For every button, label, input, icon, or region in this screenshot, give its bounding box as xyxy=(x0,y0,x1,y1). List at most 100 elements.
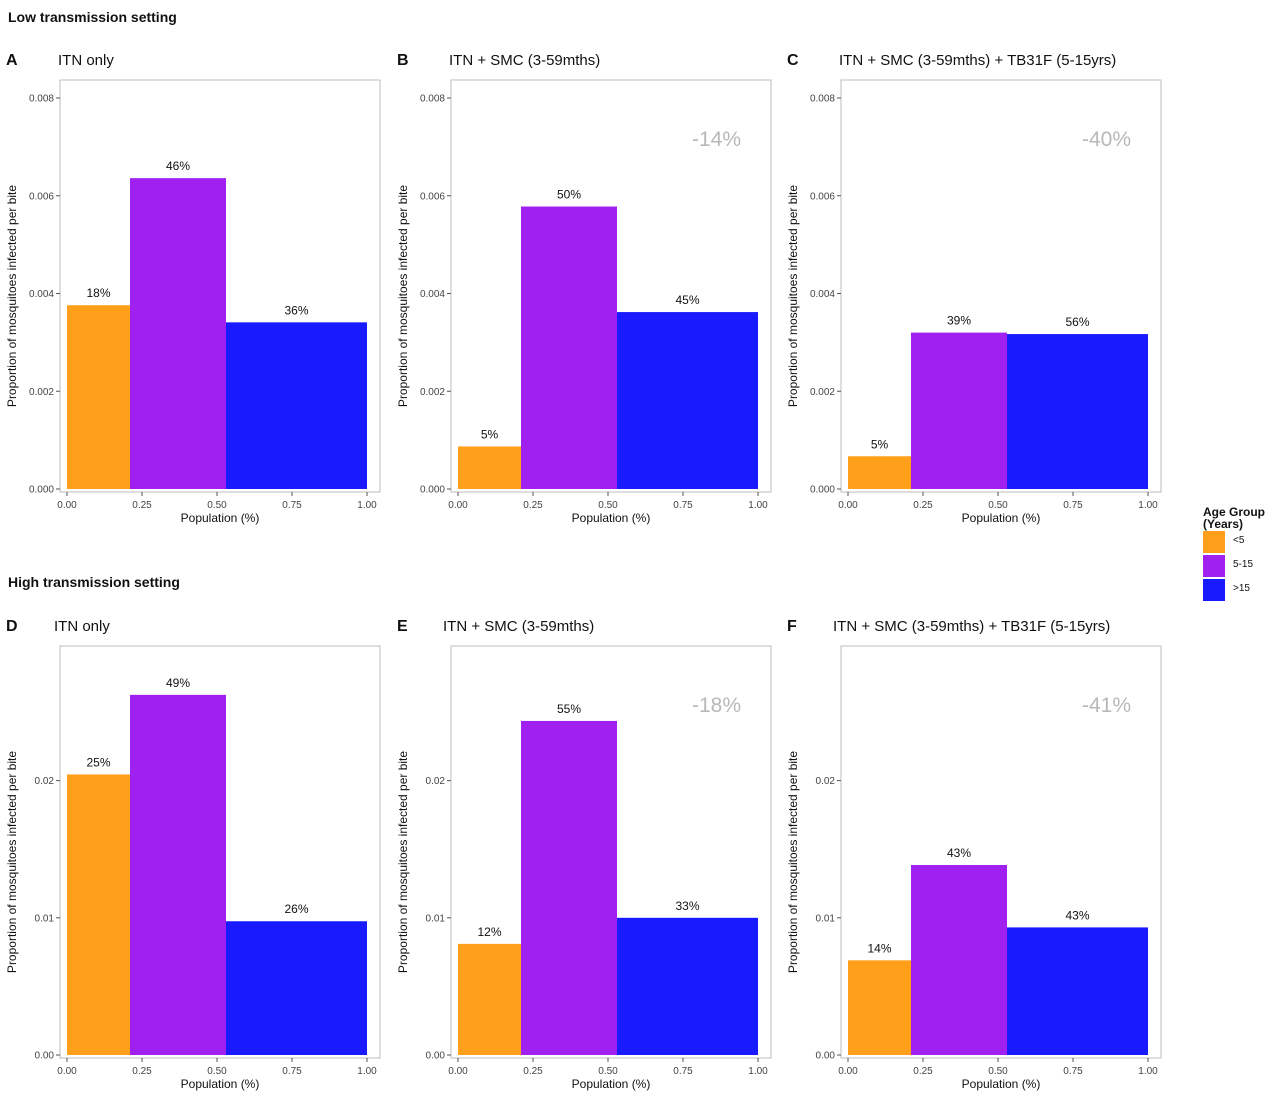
x-tick-label: 0.00 xyxy=(448,1066,468,1077)
panel-letter: E xyxy=(397,618,408,635)
bar xyxy=(911,864,1007,1055)
y-tick-label: 0.02 xyxy=(426,776,446,787)
bar xyxy=(848,456,911,489)
chart-svg: 0.000 0.002 0.004 0.006 0.008 0.00 0.25 0.50 0.7… xyxy=(786,79,1162,525)
x-axis-title: Population (%) xyxy=(181,511,260,525)
y-tick-label: 0.01 xyxy=(35,913,55,924)
panel-title: ITN + SMC (3-59mths) + TB31F (5-15yrs) xyxy=(833,618,1111,635)
legend-label: 5-15 xyxy=(1233,559,1254,570)
panel-letter: C xyxy=(787,52,799,69)
legend-swatch xyxy=(1203,531,1225,553)
x-tick-label: 0.25 xyxy=(523,1066,543,1077)
y-axis-title: Proportion of mosquitoes infected per bi… xyxy=(786,185,800,407)
y-tick-label: 0.000 xyxy=(810,485,835,496)
bar-label: 45% xyxy=(675,293,699,307)
x-axis-title: Population (%) xyxy=(962,511,1041,525)
bar-label: 18% xyxy=(86,286,110,300)
y-tick-label: 0.006 xyxy=(420,191,445,202)
bar-label: 5% xyxy=(481,427,499,441)
bar xyxy=(130,178,226,489)
x-tick-label: 0.00 xyxy=(838,500,858,511)
panel-letter: F xyxy=(787,618,797,635)
bar xyxy=(521,206,617,489)
y-tick-label: 0.01 xyxy=(426,913,446,924)
bar xyxy=(67,305,130,489)
x-tick-label: 0.75 xyxy=(282,1066,302,1077)
y-axis-title: Proportion of mosquitoes infected per bi… xyxy=(396,751,410,973)
x-tick-label: 0.25 xyxy=(132,500,152,511)
legend-item: >15 xyxy=(1203,579,1279,602)
y-tick-label: 0.02 xyxy=(35,776,55,787)
y-tick-label: 0.004 xyxy=(420,289,445,300)
bar xyxy=(617,917,758,1055)
bar xyxy=(1007,334,1148,489)
y-tick-label: 0.004 xyxy=(810,289,835,300)
legend-title: Age Group (Years) xyxy=(1203,505,1265,531)
x-tick-label: 0.75 xyxy=(673,500,693,511)
panel-letter: B xyxy=(397,52,409,69)
bar-label: 12% xyxy=(477,925,501,939)
bar xyxy=(848,960,911,1055)
x-tick-label: 0.25 xyxy=(913,500,933,511)
chart-svg: 0.000 0.002 0.004 0.006 0.008 0.00 0.25 0.50 0.7… xyxy=(396,79,772,525)
y-tick-label: 0.002 xyxy=(29,387,54,398)
bar xyxy=(67,774,130,1055)
chart-svg: 0.00 0.01 0.02 0.00 0.25 0.50 0.75 1.00 14% 43% 43… xyxy=(786,645,1162,1091)
bar xyxy=(458,446,521,489)
legend: Age Group (Years) <5 5-15 >15 xyxy=(1203,506,1279,606)
section-title-high: High transmission setting xyxy=(8,574,180,590)
bar-label: 36% xyxy=(284,303,308,317)
x-tick-label: 1.00 xyxy=(748,1066,768,1077)
bar-label: 55% xyxy=(557,702,581,716)
panel-letter: D xyxy=(6,618,18,635)
panel-title: ITN + SMC (3-59mths) xyxy=(449,52,601,69)
x-tick-label: 1.00 xyxy=(748,500,768,511)
legend-label: >15 xyxy=(1233,583,1250,594)
x-tick-label: 0.50 xyxy=(988,1066,1008,1077)
bar xyxy=(458,943,521,1055)
bar-label: 46% xyxy=(166,159,190,173)
reduction-annotation: -41% xyxy=(1082,694,1131,717)
bar xyxy=(521,720,617,1055)
x-tick-label: 1.00 xyxy=(1138,1066,1158,1077)
panel-title: ITN only xyxy=(54,618,110,635)
x-axis-title: Population (%) xyxy=(962,1077,1041,1091)
chart-panel-d: D ITN only 0.00 0.01 0.02 0.00 0.25 0.50 0.75 1… xyxy=(5,618,386,1098)
x-tick-label: 0.00 xyxy=(448,500,468,511)
panel-title: ITN + SMC (3-59mths) xyxy=(443,618,595,635)
bar-label: 14% xyxy=(867,941,891,955)
panel-letter: A xyxy=(6,52,18,69)
x-tick-label: 0.25 xyxy=(913,1066,933,1077)
bar-label: 39% xyxy=(947,314,971,328)
x-tick-label: 1.00 xyxy=(357,500,377,511)
y-axis-title: Proportion of mosquitoes infected per bi… xyxy=(396,185,410,407)
bar xyxy=(1007,927,1148,1055)
chart-panel-a: A ITN only 0.000 0.002 0.004 0.006 0.008 0.00… xyxy=(5,52,386,532)
chart-panel-e: E ITN + SMC (3-59mths) 0.00 0.01 0.02 0.00 0… xyxy=(396,618,777,1098)
y-tick-label: 0.000 xyxy=(29,485,54,496)
chart-panel-c: C ITN + SMC (3-59mths) + TB31F (5-15yrs)… xyxy=(786,52,1167,532)
reduction-annotation: -18% xyxy=(692,694,741,717)
x-tick-label: 0.75 xyxy=(673,1066,693,1077)
section-title-low: Low transmission setting xyxy=(8,9,177,25)
reduction-annotation: -14% xyxy=(692,128,741,151)
x-tick-label: 0.00 xyxy=(57,500,77,511)
y-tick-label: 0.008 xyxy=(420,94,445,105)
x-axis-title: Population (%) xyxy=(181,1077,260,1091)
legend-item: 5-15 xyxy=(1203,555,1279,578)
bar xyxy=(911,332,1007,489)
chart-svg: 0.000 0.002 0.004 0.006 0.008 0.00 0.25 0.50 0.7… xyxy=(5,79,381,525)
bar xyxy=(226,921,367,1055)
x-tick-label: 0.25 xyxy=(132,1066,152,1077)
x-tick-label: 1.00 xyxy=(1138,500,1158,511)
legend-item: <5 xyxy=(1203,531,1279,554)
y-tick-label: 0.00 xyxy=(816,1051,836,1062)
bar xyxy=(617,312,758,489)
x-tick-label: 0.00 xyxy=(838,1066,858,1077)
panel-title: ITN only xyxy=(58,52,114,69)
panel-title: ITN + SMC (3-59mths) + TB31F (5-15yrs) xyxy=(839,52,1117,69)
x-axis-title: Population (%) xyxy=(572,511,651,525)
bar-label: 26% xyxy=(284,902,308,916)
x-tick-label: 0.75 xyxy=(1063,500,1083,511)
bar-label: 25% xyxy=(86,755,110,769)
